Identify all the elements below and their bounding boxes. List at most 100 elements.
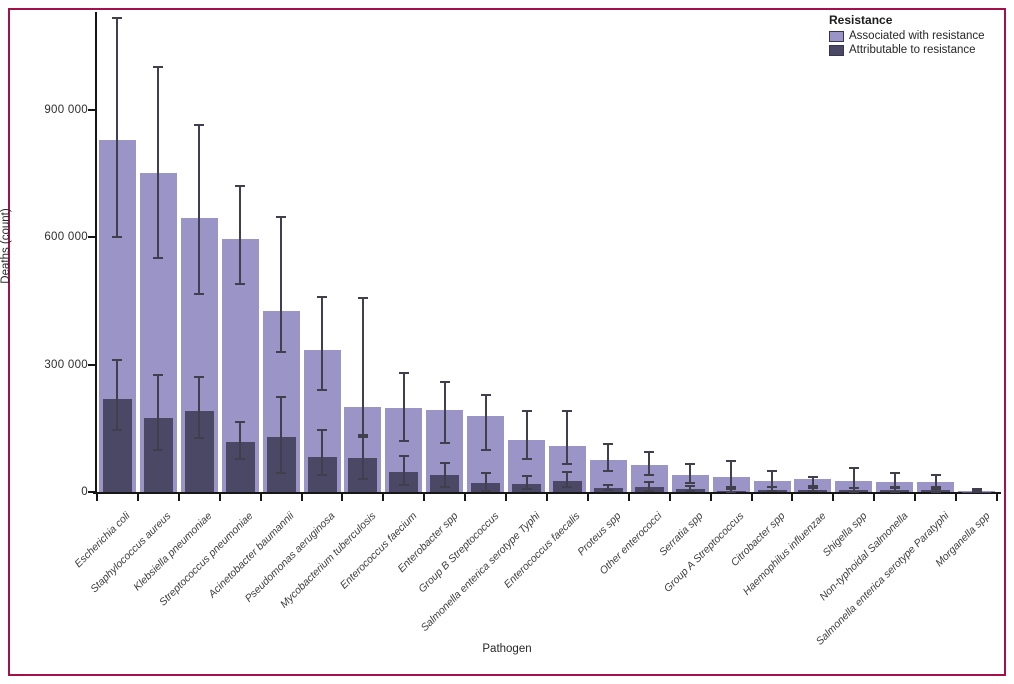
- associated-ci-cap-top: [930, 474, 941, 476]
- associated-ci-line: [280, 216, 283, 352]
- attributable-ci-line: [893, 486, 896, 492]
- attributable-ci-cap-top: [235, 420, 246, 423]
- attributable-ci-line: [934, 488, 937, 492]
- associated-ci-cap-top: [480, 393, 491, 396]
- associated-ci-cap-bottom: [276, 350, 287, 353]
- associated-ci-cap-bottom: [439, 441, 450, 444]
- associated-ci-cap-top: [562, 410, 573, 413]
- attributable-ci-cap-bottom: [112, 428, 123, 431]
- associated-ci-line: [771, 470, 773, 487]
- attributable-ci-cap-bottom: [439, 485, 450, 488]
- y-axis-title: Deaths (count): [0, 208, 12, 284]
- attributable-ci-cap-bottom: [480, 489, 491, 492]
- plot-area: 0 300 000 600 000 900 000 Escherichia coli St…: [44, 12, 1001, 648]
- attributable-ci-cap-top: [398, 454, 409, 457]
- attributable-ci-cap-top: [644, 480, 655, 483]
- associated-ci-cap-top: [194, 123, 205, 126]
- x-axis-line: [93, 492, 1001, 494]
- y-tick-label: 300 000: [44, 358, 88, 371]
- associated-ci-cap-bottom: [685, 482, 696, 485]
- attributable-ci-line: [648, 481, 651, 491]
- attributable-ci-cap-top: [194, 376, 205, 379]
- associated-ci-cap-bottom: [930, 485, 941, 488]
- attributable-ci-line: [280, 396, 283, 473]
- attributable-ci-cap-bottom: [889, 490, 900, 493]
- x-category-label: Klebsiella pneumoniae: [131, 510, 215, 594]
- x-tick: [464, 494, 467, 501]
- associated-ci-cap-bottom: [562, 462, 573, 465]
- associated-ci-line: [443, 381, 446, 443]
- x-category-label: Enterococcus faecium: [337, 510, 420, 592]
- associated-ci-cap-top: [112, 17, 123, 20]
- attributable-ci-cap-bottom: [848, 490, 859, 493]
- associated-ci-line: [239, 186, 242, 284]
- x-category-label: Haemophilus influenzae: [740, 510, 829, 598]
- associated-ci-cap-top: [276, 215, 287, 218]
- associated-ci-cap-top: [439, 380, 450, 383]
- associated-ci-line: [361, 297, 364, 437]
- attributable-ci-cap-bottom: [562, 485, 573, 488]
- associated-ci-line: [689, 463, 692, 484]
- attributable-ci-cap-bottom: [726, 490, 737, 493]
- x-tick: [96, 494, 98, 501]
- associated-ci-line: [321, 296, 323, 391]
- attributable-ci-line: [811, 488, 814, 492]
- y-tick-label: 900 000: [44, 103, 88, 116]
- y-tick: [88, 363, 95, 366]
- attributable-ci-cap-top: [930, 487, 941, 490]
- y-axis-line: [95, 12, 97, 494]
- x-tick: [586, 494, 589, 501]
- associated-ci-cap-bottom: [807, 484, 818, 487]
- associated-ci-cap-bottom: [480, 448, 491, 451]
- associated-ci-cap-top: [603, 443, 614, 445]
- attributable-ci-cap-top: [357, 434, 368, 437]
- associated-ci-cap-bottom: [235, 282, 246, 285]
- associated-ci-cap-bottom: [521, 457, 532, 460]
- x-tick: [423, 494, 426, 501]
- attributable-ci-cap-bottom: [685, 490, 696, 493]
- attributable-ci-cap-top: [521, 474, 532, 477]
- associated-ci-cap-top: [153, 66, 164, 69]
- attributable-ci-line: [239, 421, 242, 459]
- x-tick: [873, 494, 876, 501]
- attributable-ci-cap-bottom: [644, 489, 655, 492]
- attributable-ci-line: [566, 472, 569, 487]
- associated-ci-cap-bottom: [317, 389, 327, 392]
- x-tick: [914, 494, 917, 501]
- attributable-ci-cap-top: [848, 486, 859, 489]
- attributable-ci-cap-top: [971, 489, 982, 492]
- x-tick: [259, 494, 262, 501]
- x-tick: [177, 494, 180, 501]
- x-tick: [382, 494, 385, 501]
- attributable-ci-line: [116, 359, 119, 430]
- legend-title: Resistance: [829, 13, 893, 27]
- attributable-ci-line: [525, 475, 528, 489]
- legend-label-attributable: Attributable to resistance: [849, 44, 976, 56]
- attributable-ci-cap-top: [726, 487, 737, 490]
- associated-ci-cap-top: [889, 471, 900, 474]
- attributable-ci-line: [852, 487, 855, 492]
- attributable-ci-cap-bottom: [603, 489, 614, 492]
- associated-ci-cap-top: [398, 372, 409, 375]
- attributable-ci-cap-bottom: [807, 490, 818, 493]
- attributable-ci-line: [321, 430, 323, 475]
- associated-ci-cap-bottom: [644, 474, 655, 476]
- attributable-ci-cap-top: [685, 485, 696, 488]
- x-category-label: Group A Streptococcus: [661, 510, 747, 595]
- associated-ci-line: [402, 373, 405, 441]
- associated-ci-cap-top: [644, 451, 655, 454]
- attributable-ci-line: [484, 472, 487, 491]
- attributable-ci-line: [771, 486, 773, 492]
- x-tick: [791, 494, 794, 501]
- attributable-ci-cap-top: [480, 471, 491, 474]
- associated-ci-cap-top: [971, 488, 982, 491]
- x-tick: [955, 494, 958, 501]
- attributable-ci-cap-bottom: [235, 457, 246, 460]
- attributable-ci-cap-top: [889, 485, 900, 488]
- associated-ci-line: [484, 394, 487, 450]
- x-tick: [505, 494, 508, 501]
- attributable-ci-line: [157, 375, 160, 450]
- associated-ci-line: [852, 467, 855, 488]
- associated-ci-line: [607, 444, 610, 472]
- associated-ci-line: [648, 452, 651, 475]
